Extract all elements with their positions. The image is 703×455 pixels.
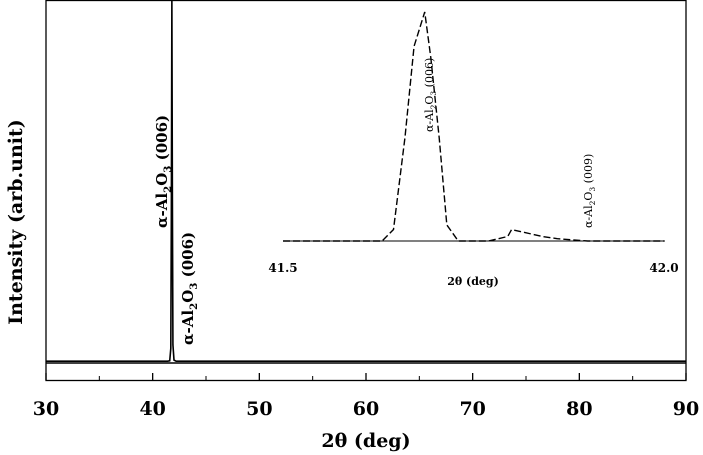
main-x-tick-label-40: 40 <box>139 398 165 420</box>
main-x-tick-label-60: 60 <box>353 398 379 420</box>
main-x-tick-labels: 30 40 50 60 70 80 90 <box>33 398 699 420</box>
inset-x-tick-label-max: 42.0 <box>649 261 678 275</box>
main-y-axis-title: Intensity (arb.unit) <box>5 119 27 325</box>
inset-peak-label-006: α-Al2O3 (006) <box>423 58 438 132</box>
main-peak-label-upper: α-Al2O3 (006) <box>153 115 174 228</box>
main-series-line <box>46 0 686 362</box>
inset-x-tick-label-min: 41.5 <box>268 261 297 275</box>
main-x-tick-label-90: 90 <box>673 398 699 420</box>
main-x-tick-label-50: 50 <box>246 398 272 420</box>
main-x-tick-label-30: 30 <box>33 398 59 420</box>
main-peak-label-lower: α-Al2O3 (006) <box>179 232 200 345</box>
inset-peak-label-009: α-Al2O3 (009) <box>582 154 597 228</box>
main-x-ticks <box>45 373 687 380</box>
main-x-tick-label-70: 70 <box>459 398 485 420</box>
main-x-axis-title: 2θ (deg) <box>321 430 410 452</box>
main-x-tick-label-80: 80 <box>566 398 592 420</box>
plot-frame <box>45 0 687 382</box>
inset-x-axis-title: 2θ (deg) <box>447 275 499 288</box>
